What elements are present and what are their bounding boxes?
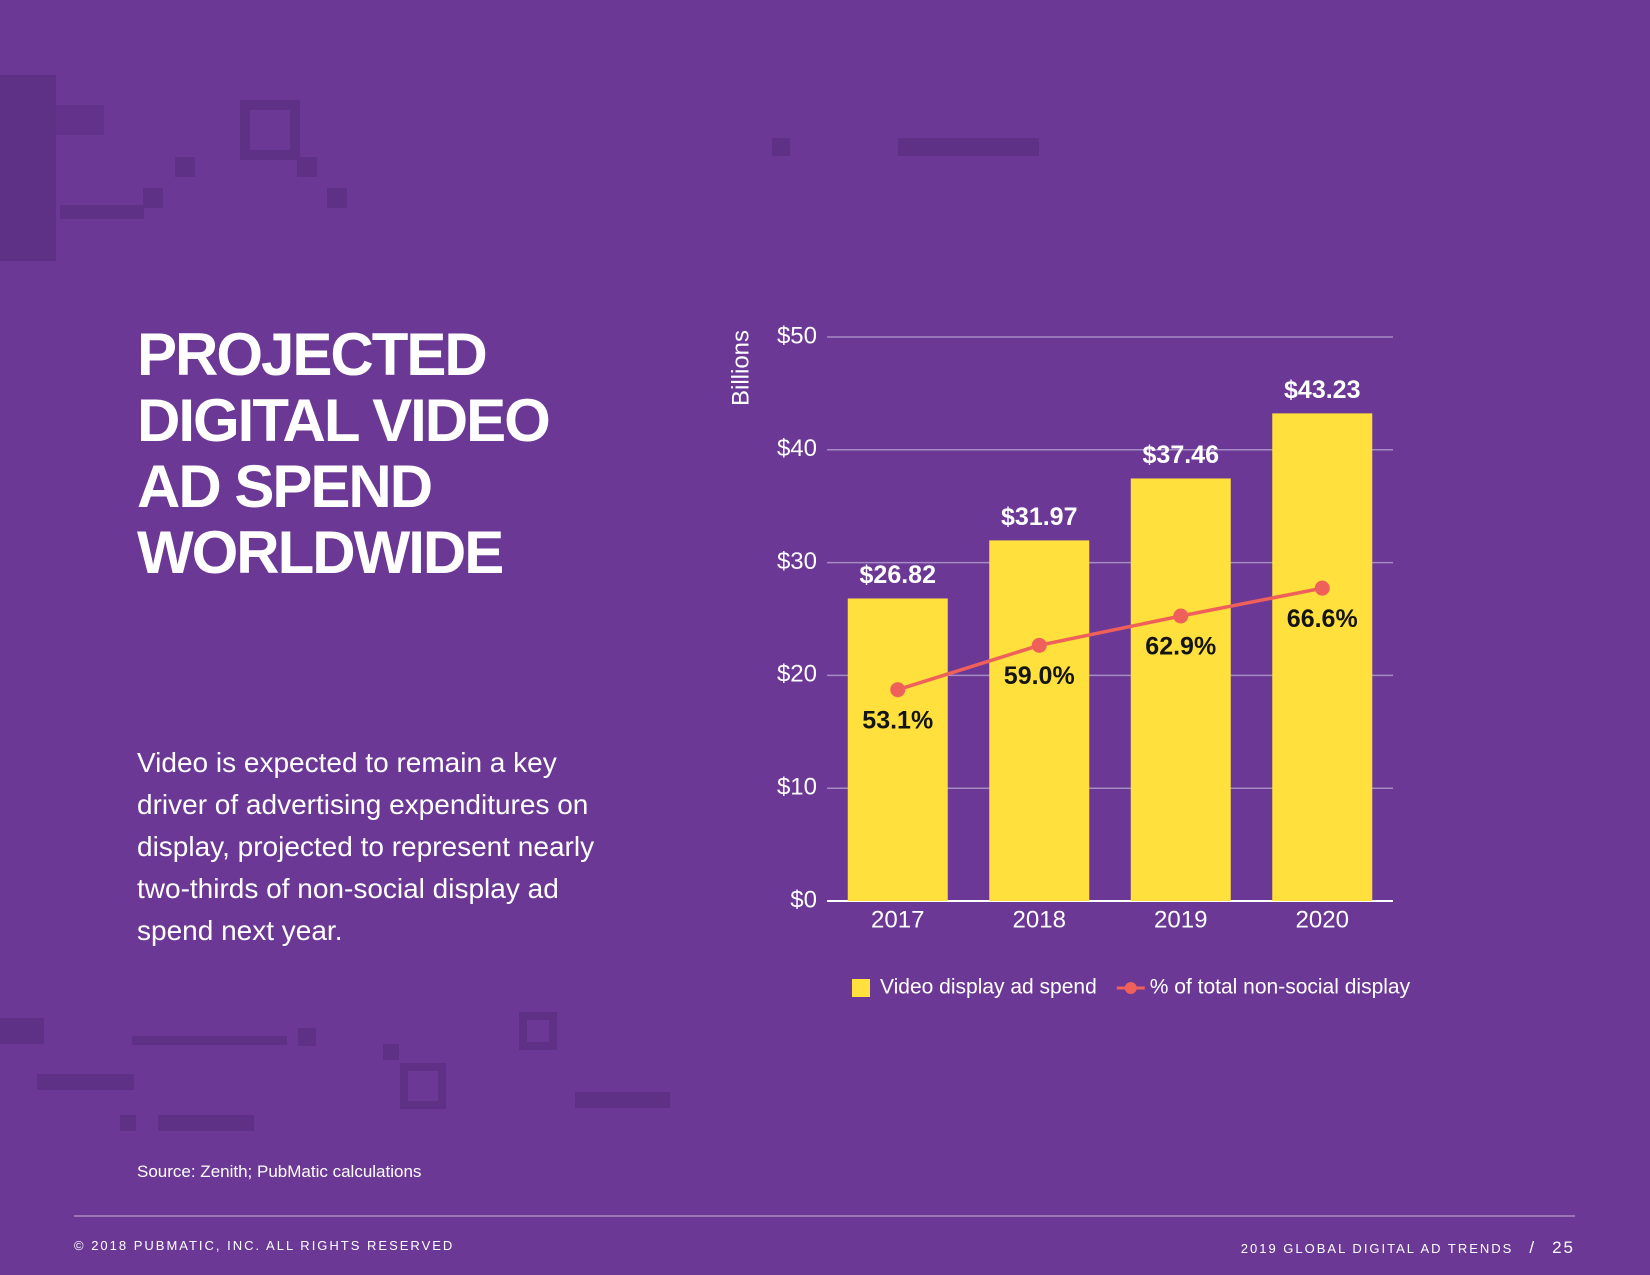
- title-line: WORLDWIDE: [137, 519, 504, 586]
- decor-block: [383, 1044, 399, 1060]
- publication: 2019 GLOBAL DIGITAL AD TRENDS: [1240, 1241, 1514, 1256]
- decor-block: [56, 105, 104, 135]
- bar-value-label: $26.82: [860, 561, 936, 589]
- x-tick-label: 2019: [1154, 906, 1207, 933]
- decor-square: [400, 1063, 446, 1109]
- bar: [989, 540, 1090, 901]
- line-value-label: 66.6%: [1287, 605, 1358, 633]
- bar: [1130, 478, 1231, 901]
- legend-marker: [1124, 982, 1137, 994]
- decor-block: [898, 138, 1039, 156]
- y-tick-label: $20: [777, 661, 817, 688]
- separator: /: [1529, 1238, 1537, 1257]
- line-value-label: 62.9%: [1145, 633, 1216, 661]
- legend-swatch: [852, 979, 870, 997]
- source: Source: Zenith; PubMatic calculations: [137, 1162, 422, 1181]
- footer-right: 2019 GLOBAL DIGITAL AD TRENDS / 25: [1241, 1238, 1575, 1258]
- bar: [1272, 413, 1373, 901]
- y-tick-label: $0: [790, 886, 817, 913]
- decor-block: [60, 205, 144, 219]
- y-tick-label: $10: [777, 774, 817, 801]
- decor-block: [143, 188, 163, 208]
- legend-label: Video display ad spend: [880, 976, 1097, 999]
- y-tick-label: $40: [777, 435, 817, 462]
- decor-block: [37, 1074, 134, 1090]
- decor-square: [240, 100, 300, 160]
- page-number: 25: [1552, 1238, 1575, 1257]
- y-tick-label: $50: [777, 322, 817, 349]
- decor-block: [575, 1092, 670, 1108]
- line-value-label: 53.1%: [862, 706, 933, 734]
- x-tick-label: 2017: [871, 906, 924, 933]
- y-tick-label: $30: [777, 548, 817, 575]
- title-line: AD SPEND: [137, 453, 433, 520]
- x-tick-label: 2018: [1013, 906, 1066, 933]
- bar: [847, 598, 948, 901]
- legend-label: % of total non-social display: [1150, 976, 1411, 999]
- y-axis-label: Billions: [727, 330, 754, 406]
- title-line: PROJECTED: [137, 321, 488, 388]
- body-text: Video is expected to remain a key driver…: [137, 747, 595, 946]
- decor-block: [175, 157, 195, 177]
- decor-block: [158, 1115, 254, 1131]
- line-point: [1173, 608, 1189, 624]
- line-point: [1314, 580, 1330, 596]
- bar-value-label: $43.23: [1284, 376, 1360, 404]
- line-point: [890, 682, 906, 698]
- line-value-label: 59.0%: [1004, 662, 1075, 690]
- decor-square: [519, 1012, 557, 1050]
- title-line: DIGITAL VIDEO: [137, 387, 551, 454]
- decor-block: [120, 1115, 136, 1131]
- x-tick-label: 2020: [1296, 906, 1349, 933]
- line: [897, 586, 1323, 692]
- decor-block: [298, 1028, 316, 1046]
- decor-block: [132, 1036, 287, 1045]
- decor-block: [327, 188, 347, 208]
- decor-block: [772, 138, 790, 156]
- bar-value-label: $31.97: [1001, 503, 1077, 531]
- bar-value-label: $37.46: [1143, 441, 1219, 469]
- decor-block: [0, 1018, 44, 1044]
- line-point: [1031, 637, 1047, 653]
- decor-block: [0, 75, 56, 261]
- copyright: © 2018 PUBMATIC, INC. ALL RIGHTS RESERVE…: [74, 1238, 455, 1253]
- decor-block: [297, 157, 317, 177]
- title: PROJECTED DIGITAL VIDEO AD SPEND WORLDWI…: [137, 321, 551, 586]
